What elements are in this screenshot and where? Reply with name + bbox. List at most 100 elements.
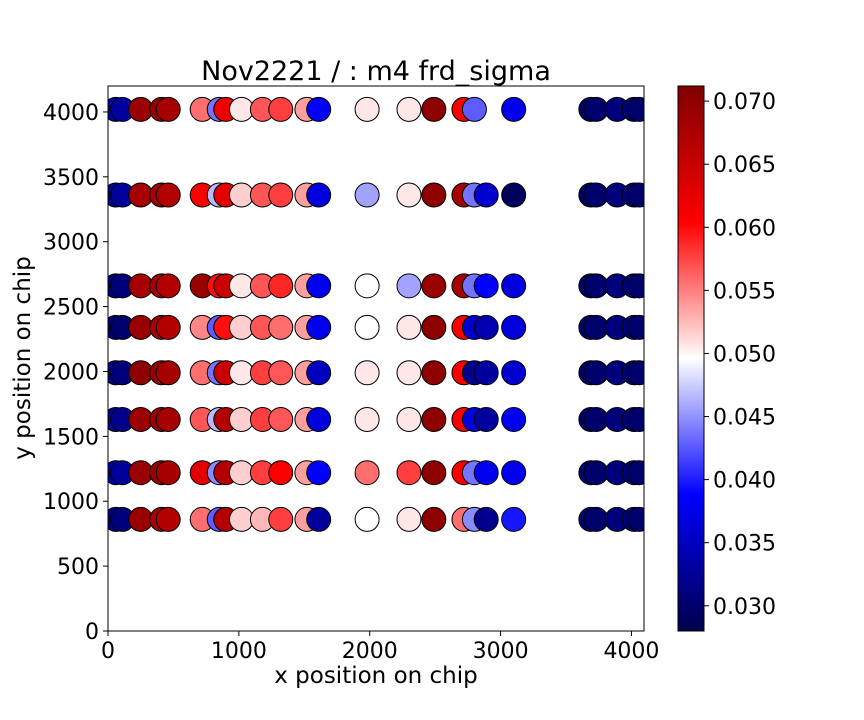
y-tick-label: 0 [85,620,99,645]
data-point [421,506,447,532]
data-point [626,360,644,386]
data-point [473,314,499,340]
data-point [461,96,487,122]
data-point [473,506,499,532]
colorbar [677,85,705,632]
x-axis-label: x position on chip [274,663,478,689]
colorbar-axis: 0.030 0.035 0.040 0.045 0.050 0.055 0.060 0.065… [704,90,776,620]
data-point [155,460,181,486]
data-point [501,406,527,432]
data-point [155,182,181,208]
data-point [155,506,181,532]
data-point [501,460,527,486]
data-point [583,182,609,208]
y-axis: 0 500 1000 1500 2000 2500 3000 3500 4000 [43,101,108,645]
data-point [626,273,644,299]
data-point [306,506,332,532]
data-point [354,182,380,208]
data-point [626,406,644,432]
colorbar-tick-label: 0.045 [713,406,776,431]
x-tick-label: 0 [101,639,115,664]
data-point [354,273,380,299]
colorbar-tick-label: 0.030 [713,595,776,620]
data-point [306,360,332,386]
data-point [354,406,380,432]
data-point [501,360,527,386]
colorbar-tick-label: 0.050 [713,342,776,367]
data-point [501,182,527,208]
data-point [501,314,527,340]
data-point [473,460,499,486]
x-tick-label: 1000 [211,639,267,664]
colorbar-tick-label: 0.060 [713,216,776,241]
data-point [128,273,154,299]
data-point [128,406,154,432]
y-tick-label: 500 [57,555,99,580]
data-point [228,182,254,208]
data-point [396,506,422,532]
data-point [155,406,181,432]
data-point [228,506,254,532]
colorbar-tick-label: 0.055 [713,279,776,304]
colorbar-tick-label: 0.040 [713,469,776,494]
data-point [421,273,447,299]
data-point [421,406,447,432]
data-point [268,273,294,299]
data-point [421,314,447,340]
data-point [228,314,254,340]
data-point [128,314,154,340]
data-point [421,182,447,208]
data-point [268,96,294,122]
data-point [396,406,422,432]
data-point [268,506,294,532]
data-point [396,314,422,340]
data-point [228,360,254,386]
y-tick-label: 3500 [43,166,99,191]
data-point [128,96,154,122]
data-point [306,314,332,340]
data-point [155,314,181,340]
data-point [583,314,609,340]
data-point [396,96,422,122]
data-point [228,273,254,299]
data-point [583,406,609,432]
data-point [306,273,332,299]
data-point [354,314,380,340]
data-point [626,314,644,340]
data-point [626,96,644,122]
data-point [501,273,527,299]
data-point [228,460,254,486]
data-point [473,182,499,208]
data-point [583,273,609,299]
colorbar-tick-label: 0.070 [713,90,776,115]
data-point [396,360,422,386]
data-point [268,406,294,432]
data-point [501,506,527,532]
data-point [583,506,609,532]
data-point [128,360,154,386]
plot-frame [107,85,645,632]
data-point [626,460,644,486]
data-point [354,460,380,486]
data-point [396,182,422,208]
data-point [354,506,380,532]
data-point [473,273,499,299]
data-point [268,314,294,340]
data-point [268,360,294,386]
data-point [268,182,294,208]
x-tick-label: 4000 [603,639,659,664]
y-tick-label: 2000 [43,360,99,385]
data-point [421,360,447,386]
chart-title: Nov2221 / : m4 frd_sigma [201,56,551,87]
data-points [108,96,644,532]
colorbar-tick-label: 0.065 [713,153,776,178]
y-tick-label: 1500 [43,425,99,450]
data-point [128,182,154,208]
data-point [354,96,380,122]
x-axis: 0 1000 2000 3000 4000 [101,631,659,664]
data-point [583,460,609,486]
data-point [396,273,422,299]
y-axis-label: y position on chip [10,256,36,460]
data-point [583,96,609,122]
data-point [228,406,254,432]
